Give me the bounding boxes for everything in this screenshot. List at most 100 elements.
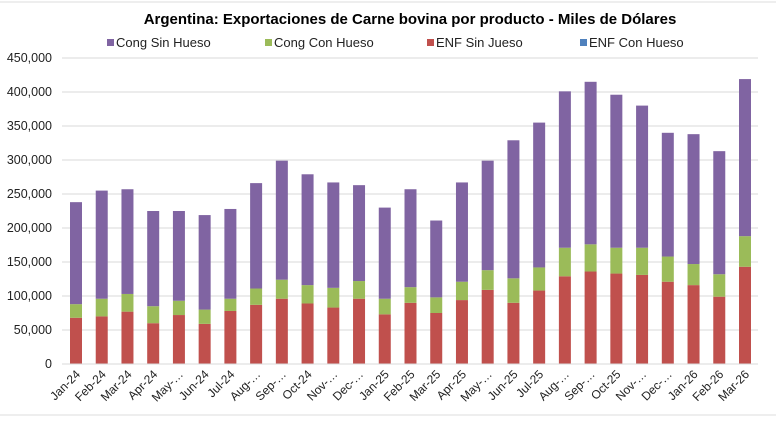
bar-segment [121,189,134,294]
bar-segment [172,211,185,301]
bar-segment [404,189,417,288]
bar-segment [121,293,134,312]
bar-segment [430,297,443,313]
y-tick-label: 100,000 [7,289,52,303]
bar-segment [172,315,185,364]
bar-segment [713,296,726,364]
bar-segment [507,140,520,279]
bar-segment [636,105,649,248]
bar-segment [558,276,571,364]
bar-segment [378,314,391,364]
bar-segment [147,211,160,307]
bar-segment [739,79,751,237]
bar-segment [147,323,160,364]
bar-segment [198,323,211,364]
bar-segment [661,256,674,282]
bars [70,79,751,364]
bar-segment [301,303,314,364]
bar-segment [147,306,160,324]
bar-segment [327,182,340,288]
bar-segment [301,285,314,304]
bar-segment [661,281,674,364]
bar-segment [558,91,571,248]
bar-segment [610,273,623,364]
bar-segment [353,185,366,282]
bar-segment [687,285,700,364]
bar-segment [610,94,623,248]
bar-segment [378,298,391,315]
y-axis: 0 50,000 100,000 150,000 200,000 250,000 300,0… [7,51,52,371]
legend-label: Cong Con Hueso [274,35,374,50]
y-tick-label: 350,000 [7,119,52,133]
bar-segment [661,132,674,257]
bar-segment [455,182,468,282]
legend-swatch [580,39,587,46]
bar-segment [224,310,237,364]
bar-segment [353,281,366,299]
bar-segment [533,122,546,268]
bar-segment [533,267,546,291]
legend-swatch [265,39,272,46]
bar-segment [636,274,649,364]
bar-segment [250,183,263,289]
bar-segment [558,247,571,277]
bar-segment [636,247,649,275]
bar-segment [481,289,494,364]
bar-segment [378,207,391,299]
bar-segment [713,274,726,297]
bar-segment [70,304,82,318]
y-tick-label: 0 [45,357,52,371]
chart-title: Argentina: Exportaciones de Carne bovina… [144,11,677,28]
y-tick-label: 300,000 [7,153,52,167]
bar-segment [739,236,751,267]
y-tick-label: 250,000 [7,187,52,201]
bar-segment [70,317,82,364]
y-tick-label: 450,000 [7,51,52,65]
bar-segment [198,309,211,324]
bar-segment [198,215,211,310]
bar-segment [353,298,366,364]
bar-segment [95,190,108,299]
bar-segment [584,271,597,364]
bar-segment [301,174,314,286]
legend: Cong Sin Hueso Cong Con Hueso ENF Sin Jues… [107,35,684,50]
legend-label: ENF Sin Jueso [436,35,523,50]
bar-segment [507,302,520,364]
bar-segment [404,302,417,364]
bar-segment [455,281,468,301]
legend-label: Cong Sin Hueso [116,35,211,50]
bar-segment [250,304,263,364]
bar-segment [121,311,134,364]
bar-segment [610,247,623,274]
bar-segment [455,300,468,364]
bar-segment [275,279,288,299]
bar-segment [481,160,494,271]
y-tick-label: 50,000 [14,323,52,337]
y-tick-label: 400,000 [7,85,52,99]
legend-swatch [107,39,114,46]
bar-segment [327,307,340,364]
bar-segment [95,298,108,317]
bar-segment [275,160,288,280]
bar-segment [224,298,237,311]
y-tick-label: 150,000 [7,255,52,269]
legend-label: ENF Con Hueso [589,35,684,50]
bar-segment [224,208,237,299]
bar-segment [250,288,263,305]
x-axis: Jan-24Feb-24Mar-24Apr-24May-…Jun-24Jul-2… [47,363,758,404]
legend-swatch [427,39,434,46]
y-tick-label: 200,000 [7,221,52,235]
bar-segment [327,287,340,308]
bar-segment [430,220,443,298]
bar-segment [172,300,185,316]
bar-segment [687,134,700,265]
bar-segment [687,264,700,286]
bar-segment [481,270,494,290]
bar-segment [275,298,288,364]
bar-segment [584,244,597,272]
bar-segment [95,316,108,364]
bar-segment [507,278,520,303]
bar-segment [713,151,726,275]
bar-segment [533,290,546,364]
